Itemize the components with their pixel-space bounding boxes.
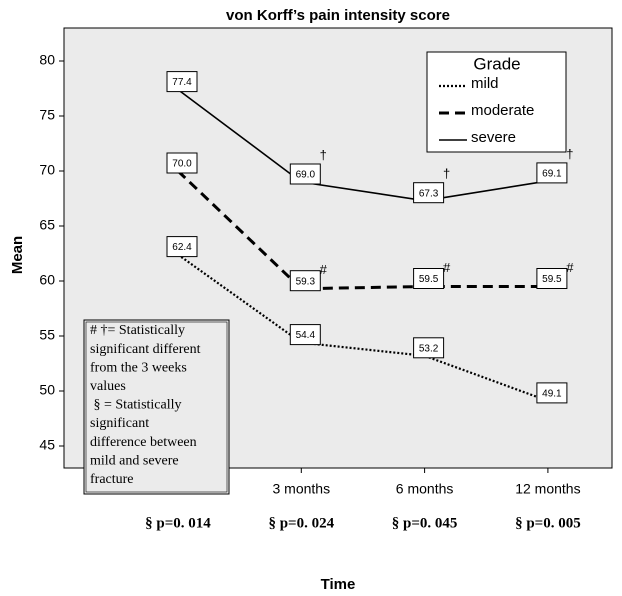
legend-label: moderate (471, 102, 534, 119)
value-label: 67.3 (419, 188, 439, 199)
value-label: 59.5 (542, 274, 562, 285)
note-line: significant different (90, 342, 201, 357)
y-tick-label: 65 (39, 217, 55, 233)
note-line: # †= Statistically (90, 323, 185, 338)
note-line: fracture (90, 472, 134, 487)
p-value: § p=0. 024 (268, 515, 334, 531)
value-label: 69.1 (542, 169, 562, 180)
y-tick-label: 55 (39, 327, 55, 343)
y-tick-label: 45 (39, 437, 55, 453)
value-label-box (536, 162, 568, 184)
annotation: † (320, 147, 327, 162)
value-label: 53.2 (419, 343, 439, 354)
chart-title: von Korff’s pain intensity score (226, 7, 450, 24)
p-value: § p=0. 005 (515, 515, 581, 531)
x-axis-label: Time (321, 576, 356, 593)
annotation: # (566, 260, 574, 275)
legend-title: Grade (473, 54, 520, 73)
value-label-box (289, 324, 321, 346)
y-axis-label: Mean (9, 236, 26, 274)
annotation: † (566, 146, 573, 161)
y-tick-label: 80 (39, 52, 55, 68)
value-label-box (289, 163, 321, 185)
x-tick-label: 3 months (273, 481, 331, 497)
note-box (83, 319, 230, 495)
value-label-box (536, 268, 568, 289)
p-value: § p=0. 014 (145, 515, 211, 531)
value-label: 59.5 (419, 274, 439, 285)
value-label-box (166, 152, 198, 174)
value-label-box (289, 270, 321, 292)
value-label-box (166, 71, 198, 93)
y-tick-label: 70 (39, 162, 55, 178)
p-value: § p=0. 045 (392, 515, 458, 531)
note-box-inner (85, 321, 228, 493)
value-label-box (166, 236, 198, 258)
series-line (177, 88, 549, 202)
x-tick-label: 12 months (515, 481, 580, 497)
x-tick-label: 6 months (396, 481, 454, 497)
note-line: significant (90, 416, 149, 431)
value-label: 59.3 (296, 276, 316, 287)
note-line: § = Statistically (90, 398, 182, 413)
value-label: 69.0 (296, 170, 316, 181)
value-label-box (413, 182, 445, 204)
series-line (176, 169, 548, 291)
note-line: values (90, 379, 126, 394)
series-line (177, 253, 549, 402)
value-label: 70.0 (172, 159, 192, 170)
value-label: 54.4 (296, 330, 316, 341)
value-label: 62.4 (172, 242, 192, 253)
note-line: from the 3 weeks (90, 360, 187, 375)
value-label: 49.1 (542, 389, 562, 400)
y-tick-label: 60 (39, 272, 55, 288)
value-label-box (413, 337, 445, 359)
note-line: mild and severe (90, 453, 179, 468)
legend-label: mild (471, 75, 499, 92)
value-label-box (413, 268, 445, 289)
y-tick-label: 75 (39, 107, 55, 123)
annotation: # (443, 260, 451, 275)
value-label: 77.4 (172, 77, 192, 88)
annotation: † (443, 166, 450, 181)
legend-label: severe (471, 129, 516, 146)
y-tick-label: 50 (39, 382, 55, 398)
value-label-box (536, 382, 568, 404)
annotation: # (320, 262, 328, 277)
legend-box (426, 51, 567, 153)
note-line: difference between (90, 435, 197, 450)
